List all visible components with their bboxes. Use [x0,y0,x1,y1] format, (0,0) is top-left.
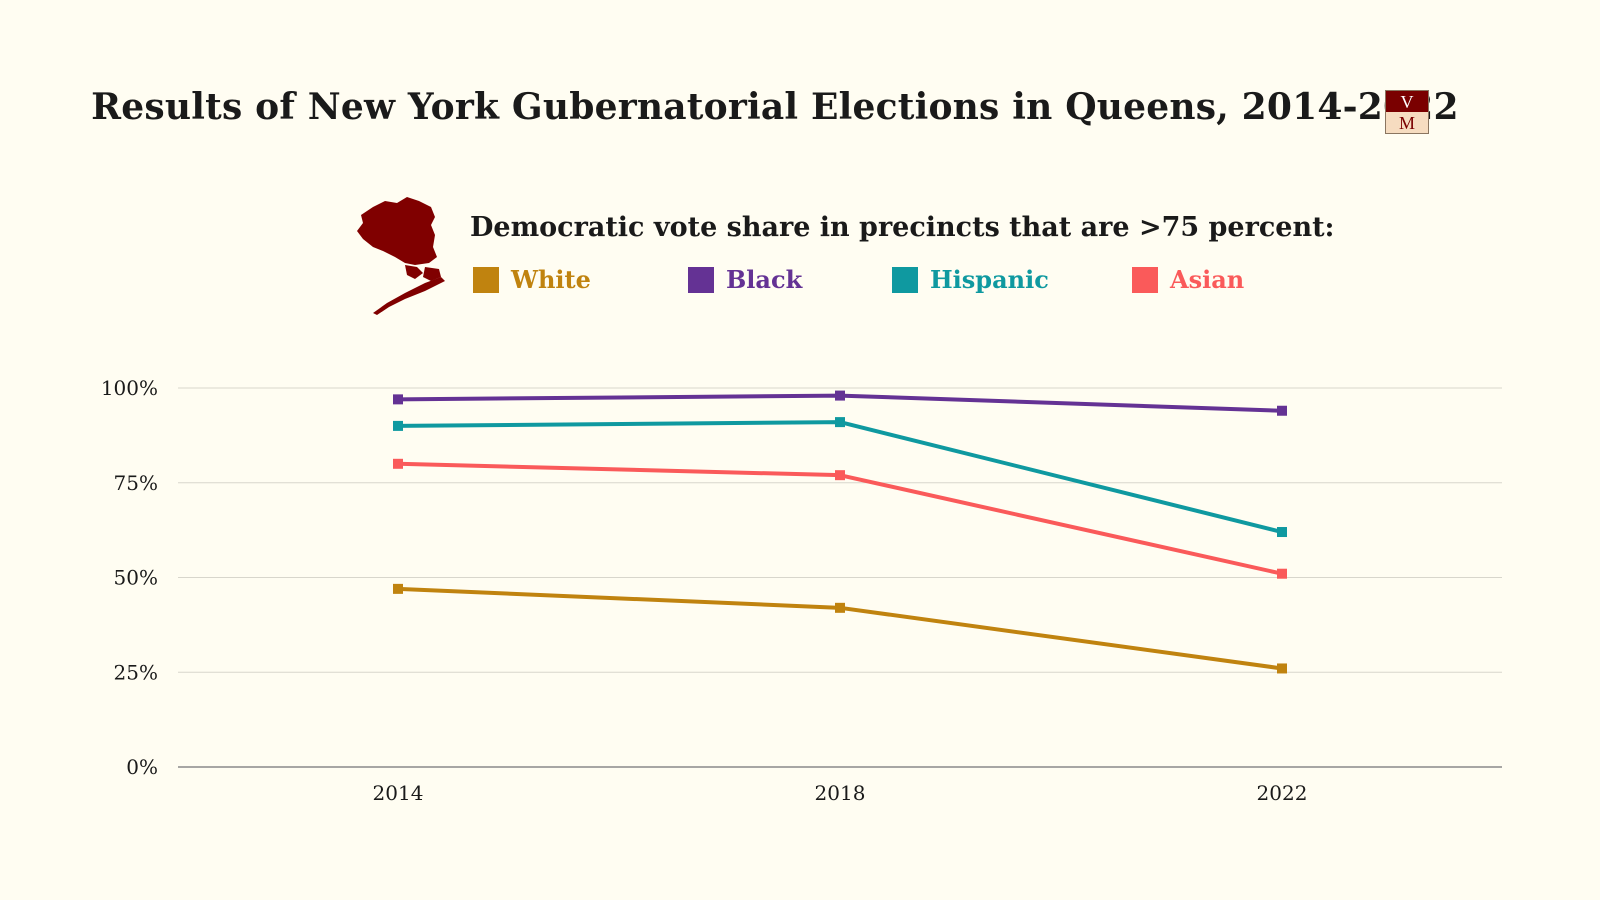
legend-item-black: Black [688,265,802,294]
legend-swatch-asian [1132,266,1158,293]
vm-logo: V M [1385,90,1429,134]
legend-item-white: White [473,265,591,294]
data-point-black [835,390,845,401]
x-tick-label: 2014 [373,781,424,805]
legend-item-asian: Asian [1132,265,1244,294]
data-point-hispanic [393,420,403,431]
y-tick-label: 50% [114,566,158,590]
legend-swatch-black [688,266,714,293]
data-point-asian [835,470,845,481]
data-point-asian [1277,568,1287,579]
y-tick-label: 0% [126,755,158,779]
x-tick-label: 2022 [1257,781,1308,805]
y-tick-label: 25% [114,660,158,684]
data-point-hispanic [835,417,845,428]
legend-item-hispanic: Hispanic [892,265,1049,294]
x-tick-label: 2018 [815,781,866,805]
data-point-white [393,583,403,594]
legend: White Black Hispanic Asian [0,265,1600,305]
legend-label-asian: Asian [1170,265,1245,294]
chart-title: Results of New York Gubernatorial Electi… [91,86,1459,128]
data-point-black [393,394,403,405]
data-point-asian [393,458,403,469]
data-point-hispanic [1277,527,1287,538]
queens-map-icon [357,197,445,315]
legend-swatch-hispanic [892,266,918,293]
series-line-asian [397,461,1283,576]
legend-swatch-white [473,266,499,293]
data-point-white [1277,663,1287,674]
logo-letter-top: V [1386,91,1428,112]
y-tick-label: 75% [114,471,158,495]
y-tick-label: 100% [101,376,158,400]
series-line-white [397,586,1283,671]
legend-label-hispanic: Hispanic [930,265,1049,294]
data-point-white [835,602,845,613]
data-point-black [1277,405,1287,416]
logo-letter-bottom: M [1386,112,1428,133]
legend-label-white: White [511,265,591,294]
legend-label-black: Black [726,265,803,294]
chart-subtitle: Democratic vote share in precincts that … [470,212,1335,243]
